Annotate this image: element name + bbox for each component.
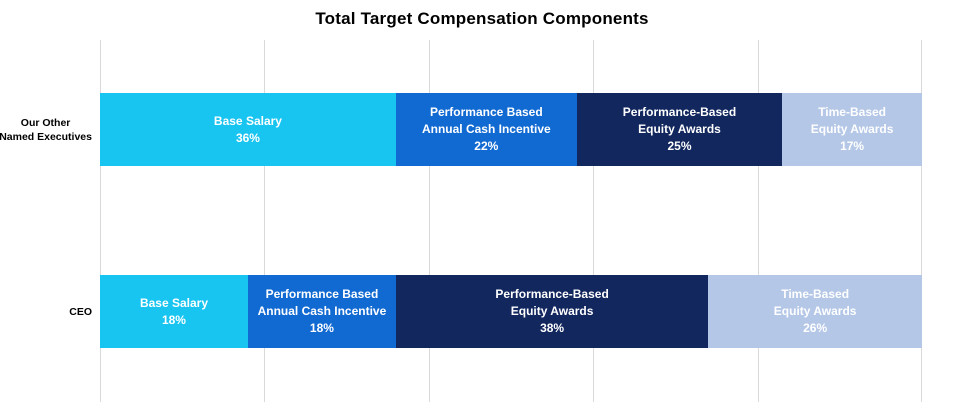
chart-title: Total Target Compensation Components [315, 9, 649, 28]
segment-label: Base Salary [213, 113, 282, 128]
segment-percent: 36% [235, 130, 260, 145]
segment-label: Performance-Based [495, 287, 609, 301]
gridline [921, 40, 922, 402]
category-label-ceo: CEO [0, 275, 92, 348]
bar-ceo: Base Salary 18% Performance Based Annual… [100, 275, 922, 348]
bar-other-named-executives: Base Salary 36% Performance Based Annual… [100, 93, 922, 166]
segment-label: Equity Awards [510, 304, 594, 318]
gridline [757, 40, 759, 402]
segment-percent: 18% [309, 321, 334, 335]
segment-performance-equity-awards: Performance-Based Equity Awards 38% [395, 275, 709, 348]
category-label-line: Named Executives [0, 130, 92, 143]
segment-base-salary: Base Salary 36% [100, 93, 396, 166]
gridline [593, 40, 595, 402]
segment-annual-cash-incentive: Performance Based Annual Cash Incentive … [247, 275, 396, 348]
segment-percent: 18% [161, 312, 186, 327]
segment-annual-cash-incentive: Performance Based Annual Cash Incentive … [395, 93, 577, 166]
segment-percent: 22% [474, 139, 499, 153]
segment-label: Performance-Based [622, 105, 737, 119]
segment-time-equity-awards: Time-Based Equity Awards 26% [708, 275, 922, 348]
segment-label: Time-Based [818, 105, 886, 119]
segment-label: Base Salary [139, 295, 208, 310]
segment-base-salary: Base Salary 18% [100, 275, 248, 348]
segment-label: Performance Based [265, 287, 379, 301]
segment-label: Time-Based [781, 287, 850, 301]
gridline [264, 40, 266, 402]
plot-area: Base Salary 36% Performance Based Annual… [100, 40, 922, 402]
segment-label: Annual Cash Incentive [257, 304, 387, 318]
segment-percent: 38% [540, 321, 565, 335]
segment-performance-equity-awards: Performance-Based Equity Awards 25% [576, 93, 783, 166]
segment-label: Equity Awards [810, 122, 894, 136]
gridline [428, 40, 430, 402]
segment-label: Annual Cash Incentive [421, 122, 551, 136]
segment-percent: 17% [840, 139, 865, 153]
category-label-line: Our Other [20, 116, 71, 129]
segment-time-equity-awards: Time-Based Equity Awards 17% [782, 93, 922, 166]
segment-label: Equity Awards [773, 304, 857, 318]
segment-percent: 25% [667, 139, 692, 153]
segment-label: Performance Based [429, 105, 543, 119]
gridline [100, 40, 101, 402]
segment-percent: 26% [803, 321, 828, 335]
category-label-other-named-executives: Our Other Named Executives [0, 93, 92, 166]
segment-label: Equity Awards [638, 122, 721, 136]
category-label-line: CEO [69, 305, 92, 318]
